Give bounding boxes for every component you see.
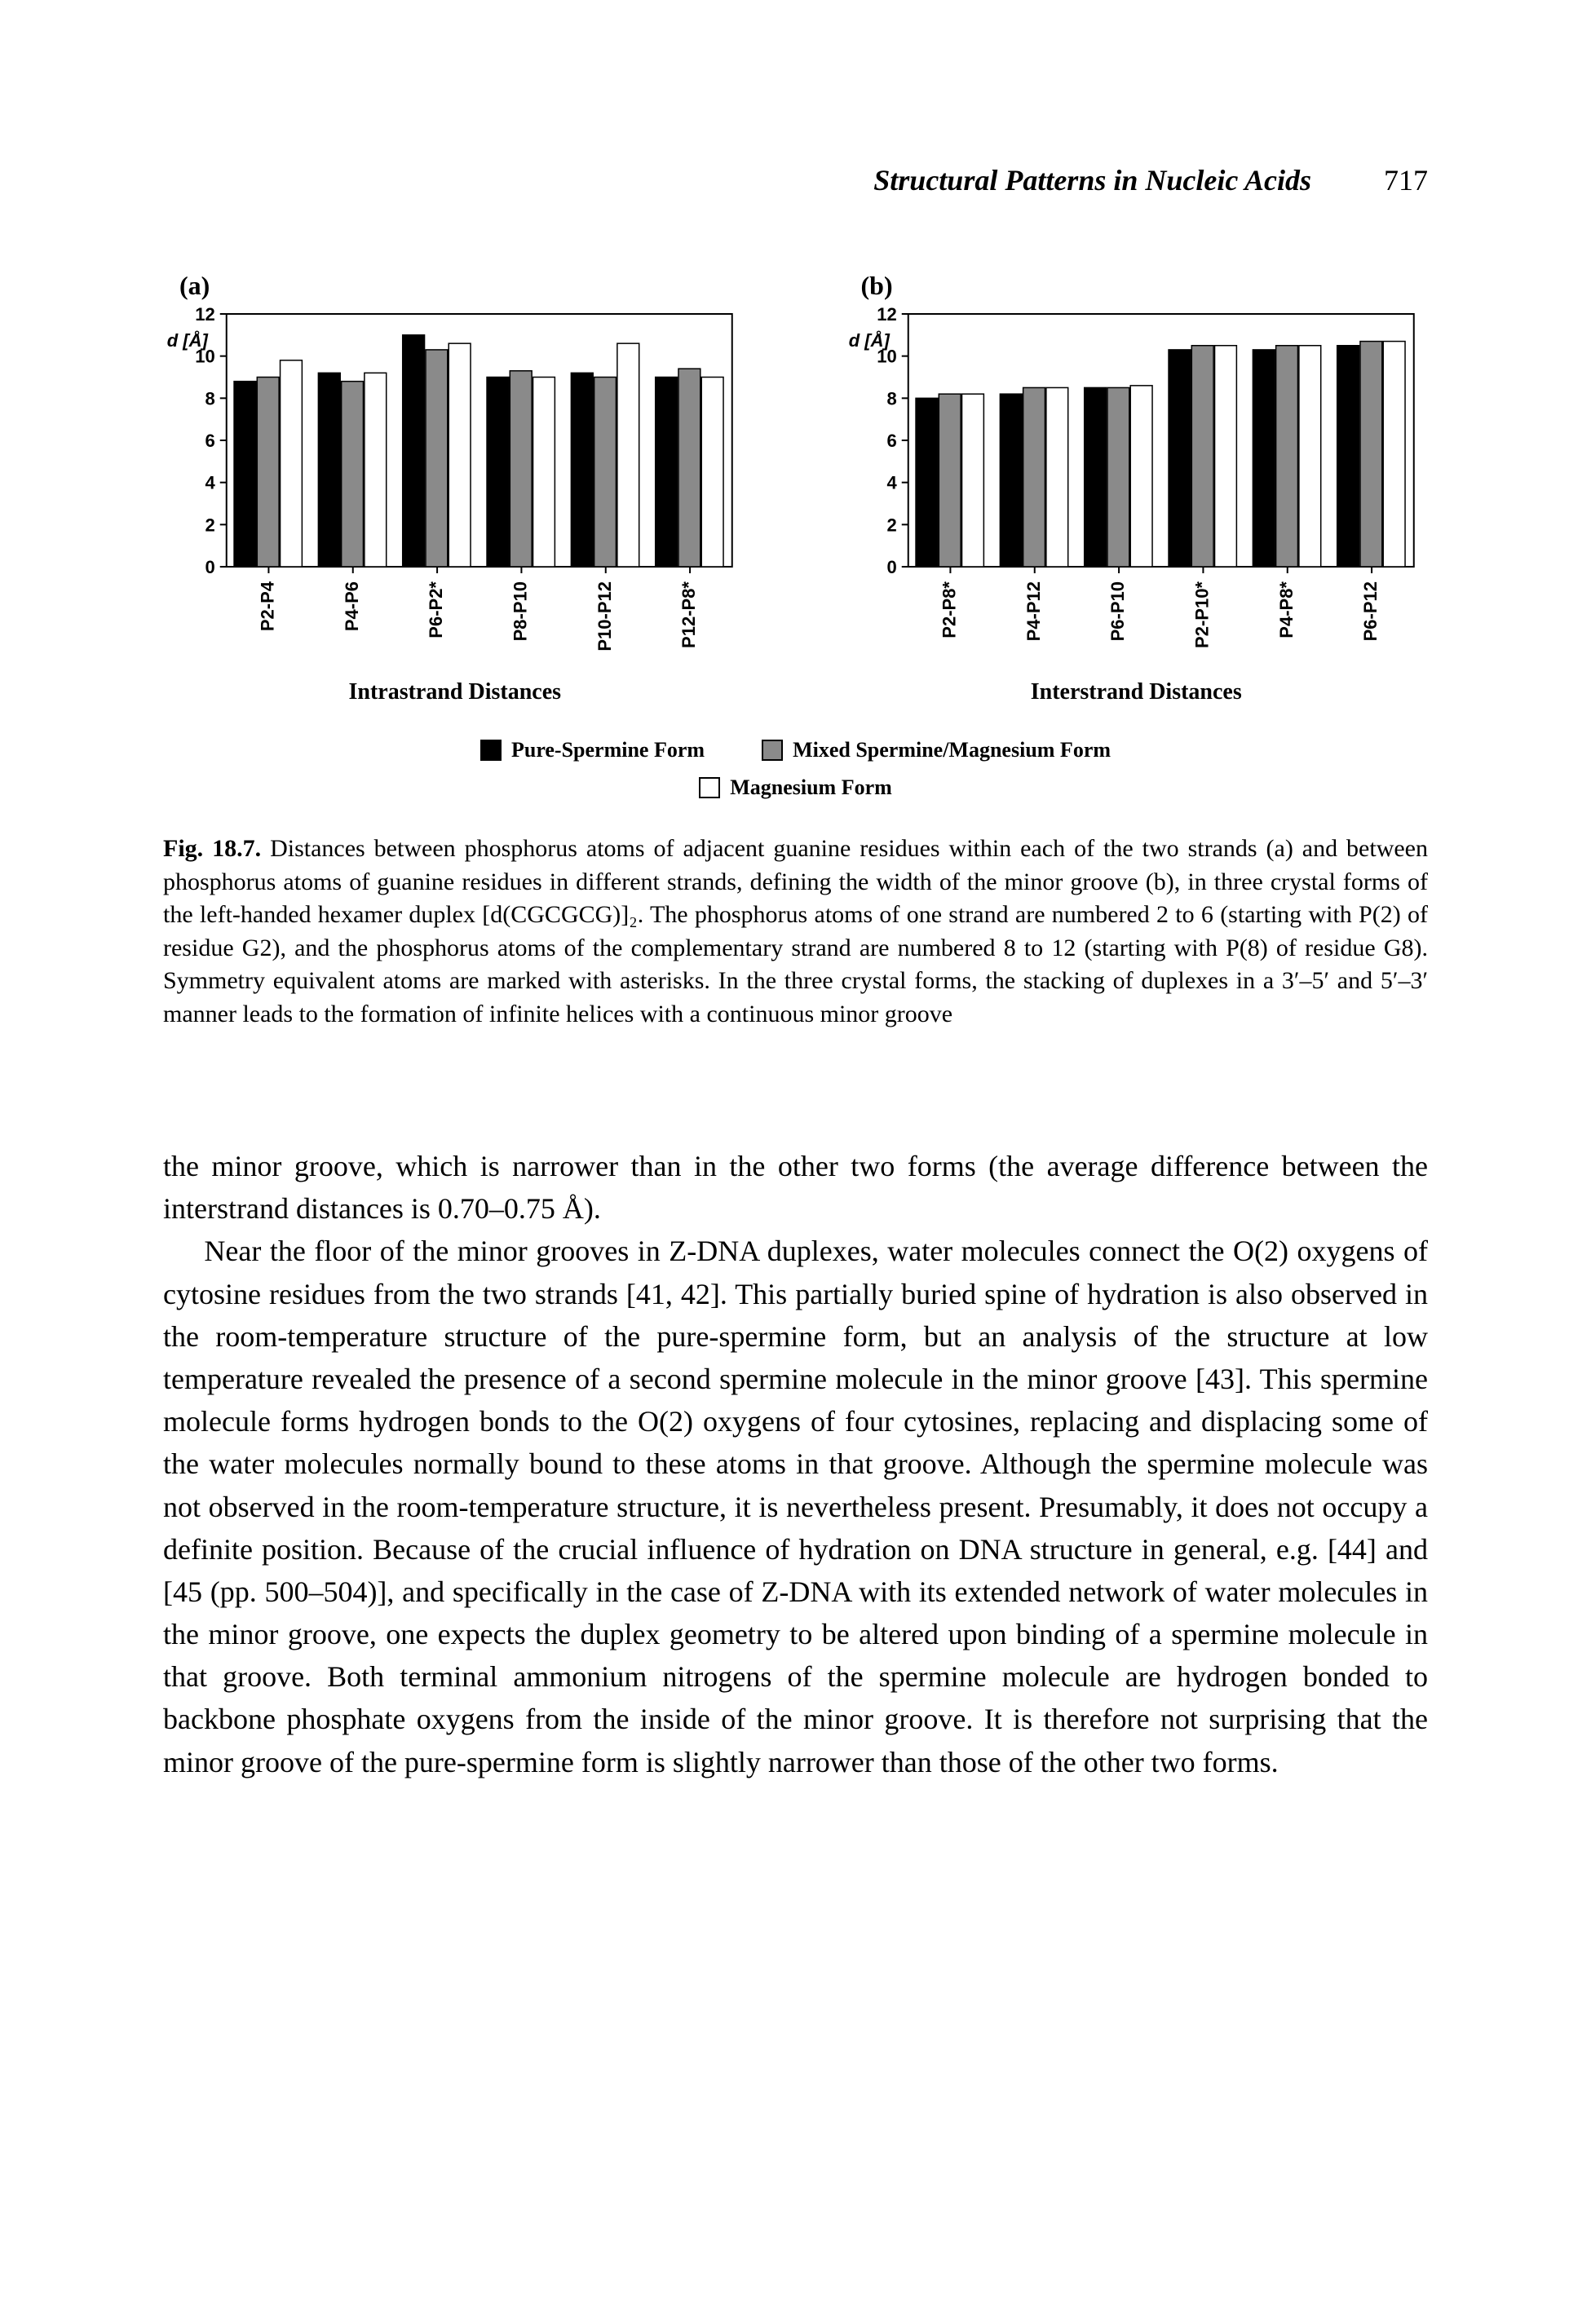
paragraph-2: Near the floor of the minor grooves in Z… [163,1230,1428,1783]
svg-text:6: 6 [206,431,215,451]
legend-label-pure: Pure-Spermine Form [511,738,705,762]
legend-mixed: Mixed Spermine/Magnesium Form [762,738,1111,762]
legend: Pure-Spermine Form Mixed Spermine/Magnes… [163,738,1428,800]
running-title: Structural Patterns in Nucleic Acids [873,164,1311,197]
svg-text:0: 0 [886,557,896,577]
legend-label-mixed: Mixed Spermine/Magnesium Form [793,738,1111,762]
svg-text:P8-P10: P8-P10 [510,581,530,641]
svg-text:P2-P4: P2-P4 [257,581,277,631]
svg-text:P4-P6: P4-P6 [342,581,362,631]
panel-b-label: (b) [861,271,893,301]
legend-label-mag: Magnesium Form [730,775,892,800]
legend-magnesium: Magnesium Form [699,775,892,800]
svg-text:d [Å]: d [Å] [848,330,890,351]
svg-text:6: 6 [886,431,896,451]
svg-text:P10-P12: P10-P12 [594,581,615,652]
svg-text:P6-P12: P6-P12 [1360,581,1381,641]
chart-a-xlabel: Intrastrand Distances [348,679,561,705]
chart-b-xlabel: Interstrand Distances [1031,679,1242,705]
svg-text:P12-P8*: P12-P8* [678,581,699,648]
chart-a: 024681012d [Å]P2-P4P4-P6P6-P2*P8-P10P10-… [163,306,747,665]
page-number: 717 [1384,164,1428,197]
svg-text:8: 8 [886,388,896,409]
svg-text:d [Å]: d [Å] [167,330,209,351]
panel-a-label: (a) [179,271,210,301]
svg-text:2: 2 [886,515,896,535]
svg-text:P6-P2*: P6-P2* [426,581,446,638]
svg-text:8: 8 [206,388,215,409]
svg-text:12: 12 [195,306,214,325]
svg-text:2: 2 [206,515,215,535]
paragraph-1: the minor groove, which is narrower than… [163,1145,1428,1230]
running-head: Structural Patterns in Nucleic Acids 717 [163,163,1428,197]
svg-text:4: 4 [886,473,897,493]
swatch-mixed [762,740,783,761]
svg-text:P2-P10*: P2-P10* [1191,581,1212,648]
chart-b-wrap: (b) 024681012d [Å]P2-P8*P4-P12P6-P10P2-P… [845,271,1429,705]
svg-text:P4-P8*: P4-P8* [1275,581,1296,638]
svg-text:0: 0 [206,557,215,577]
chart-b: 024681012d [Å]P2-P8*P4-P12P6-P10P2-P10*P… [845,306,1429,665]
svg-text:4: 4 [206,473,216,493]
svg-text:12: 12 [877,306,896,325]
figure-18-7: (a) 024681012d [Å]P2-P4P4-P6P6-P2*P8-P10… [163,271,1428,1031]
svg-text:P2-P8*: P2-P8* [939,581,959,638]
svg-text:P6-P10: P6-P10 [1107,581,1128,641]
figure-caption-label: Fig. 18.7. [163,835,261,862]
swatch-magnesium [699,777,720,798]
figure-caption: Fig. 18.7. Distances between phosphorus … [163,833,1428,1031]
figure-caption-text: Distances between phosphorus atoms of ad… [163,835,1428,1027]
chart-a-wrap: (a) 024681012d [Å]P2-P4P4-P6P6-P2*P8-P10… [163,271,747,705]
swatch-pure-spermine [480,740,502,761]
legend-pure-spermine: Pure-Spermine Form [480,738,705,762]
body-text: the minor groove, which is narrower than… [163,1145,1428,1783]
svg-text:P4-P12: P4-P12 [1023,581,1043,641]
